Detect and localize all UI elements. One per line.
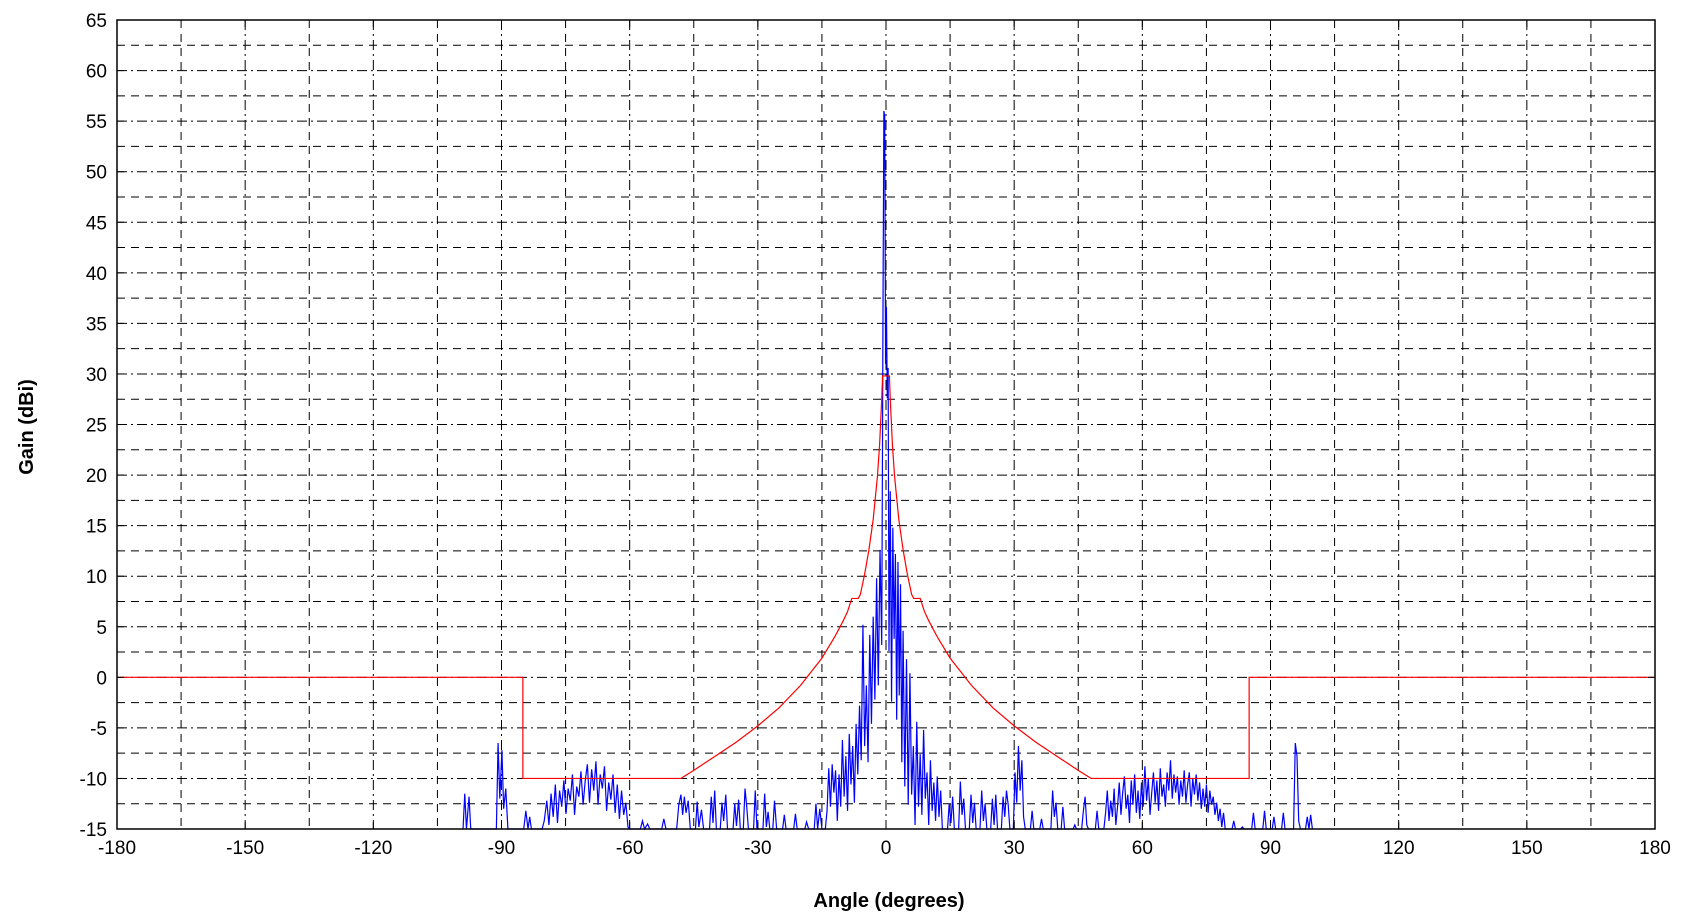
x-tick-label: -150 <box>226 838 264 859</box>
y-tick-label: 20 <box>86 466 107 487</box>
y-tick-label: 55 <box>86 112 107 133</box>
y-tick-label: 5 <box>96 618 107 639</box>
series-layer <box>117 110 1655 831</box>
x-tick-label: -120 <box>354 838 392 859</box>
x-tick-label: 150 <box>1511 838 1543 859</box>
y-tick-label: 45 <box>86 213 107 234</box>
y-tick-labels: -15 -10 -5 0 5 10 15 20 25 30 35 40 45 50 55 60 65 <box>80 11 107 841</box>
mask-series-line <box>117 375 1655 780</box>
y-tick-label: -10 <box>80 769 107 790</box>
x-tick-label: 180 <box>1639 838 1671 859</box>
x-tick-label: -90 <box>488 838 515 859</box>
tick-marks <box>116 19 1656 830</box>
x-tick-labels: -180 -150 -120 -90 -60 -30 0 30 60 90 120 150 180 <box>98 838 1671 859</box>
x-axis-title: Angle (degrees) <box>813 890 964 912</box>
grid-major <box>117 20 1655 829</box>
y-tick-label: 0 <box>96 668 107 689</box>
y-tick-label: 65 <box>86 11 107 32</box>
x-tick-label: -60 <box>616 838 643 859</box>
x-tick-label: 90 <box>1260 838 1281 859</box>
y-axis-title: Gain (dBi) <box>16 379 38 475</box>
y-tick-label: 50 <box>86 163 107 184</box>
gain-series-line <box>462 110 1313 831</box>
y-tick-label: 15 <box>86 517 107 538</box>
y-tick-label: 30 <box>86 365 107 386</box>
y-tick-label: -5 <box>90 719 107 740</box>
x-tick-label: 120 <box>1383 838 1415 859</box>
x-tick-label: 30 <box>1004 838 1025 859</box>
y-tick-label: 10 <box>86 567 107 588</box>
x-tick-label: -30 <box>744 838 771 859</box>
x-tick-label: -180 <box>98 838 136 859</box>
y-tick-label: 60 <box>86 62 107 83</box>
y-tick-label: 35 <box>86 314 107 335</box>
y-tick-label: -15 <box>80 820 107 841</box>
x-tick-label: 60 <box>1132 838 1153 859</box>
y-tick-label: 40 <box>86 264 107 285</box>
x-tick-label: 0 <box>881 838 892 859</box>
y-tick-label: 25 <box>86 416 107 437</box>
